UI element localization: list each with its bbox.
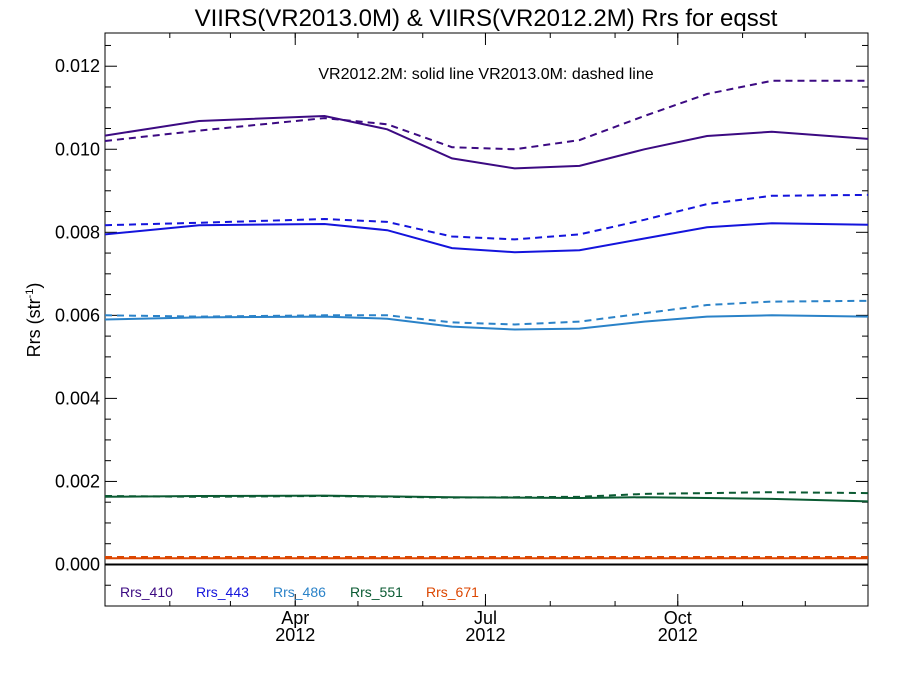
legend: Rrs_410 Rrs_443 Rrs_486 Rrs_551 Rrs_671 bbox=[120, 584, 479, 600]
y-tick-label: 0.010 bbox=[55, 139, 100, 159]
y-axis-label-superscript: -1 bbox=[24, 289, 36, 299]
y-tick-label: 0.000 bbox=[55, 554, 100, 574]
y-tick-label: 0.012 bbox=[55, 56, 100, 76]
legend-entry: Rrs_671 bbox=[426, 584, 479, 600]
legend-entry: Rrs_410 bbox=[120, 584, 173, 600]
series-line-rrs-410-dashed bbox=[104, 79, 868, 151]
y-tick-label: 0.002 bbox=[55, 471, 100, 491]
series-layer bbox=[104, 79, 869, 566]
y-axis-label-main: Rrs (str bbox=[24, 298, 44, 357]
legend-entry: Rrs_486 bbox=[273, 584, 326, 600]
plot-frame bbox=[104, 32, 869, 607]
x-tick-label-year: 2012 bbox=[465, 625, 505, 645]
series-line-rrs-551-dashed bbox=[104, 491, 869, 499]
series-line-rrs-486-dashed bbox=[104, 299, 869, 326]
y-tick-label: 0.004 bbox=[55, 388, 100, 408]
x-tick-label-year: 2012 bbox=[275, 625, 315, 645]
plot-area bbox=[104, 32, 869, 607]
line-style-annotation: VR2012.2M: solid line VR2013.0M: dashed … bbox=[318, 66, 653, 83]
series-line-rrs-486-solid bbox=[104, 314, 869, 331]
series-line-rrs-443-solid bbox=[104, 222, 869, 254]
x-tick-label-month: Jul bbox=[474, 608, 497, 628]
legend-entry: Rrs_443 bbox=[196, 584, 249, 600]
x-tick-label-month: Apr bbox=[281, 608, 309, 628]
y-tick-label: 0.006 bbox=[55, 305, 100, 325]
chart-title: VIIRS(VR2013.0M) & VIIRS(VR2012.2M) Rrs … bbox=[195, 5, 778, 32]
series-line-rrs-443-dashed bbox=[104, 193, 869, 241]
y-axis-label: Rrs (str-1) bbox=[24, 283, 44, 358]
y-axis: 0.000 0.002 0.004 0.006 0.008 0.010 0.012 bbox=[55, 44, 868, 586]
y-axis-label-close: ) bbox=[24, 283, 44, 289]
series-line-rrs-410-solid bbox=[104, 114, 869, 170]
legend-entry: Rrs_551 bbox=[350, 584, 403, 600]
x-tick-label-month: Oct bbox=[664, 608, 692, 628]
x-tick-label-year: 2012 bbox=[658, 625, 698, 645]
y-tick-label: 0.008 bbox=[55, 222, 100, 242]
